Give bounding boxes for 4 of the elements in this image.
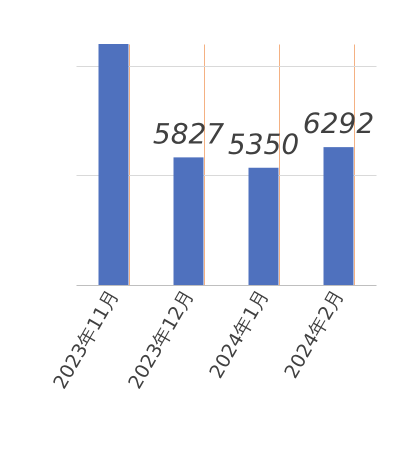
bar: [174, 157, 204, 285]
bar: [98, 44, 128, 285]
bar: [248, 168, 278, 285]
bar: [324, 147, 354, 285]
